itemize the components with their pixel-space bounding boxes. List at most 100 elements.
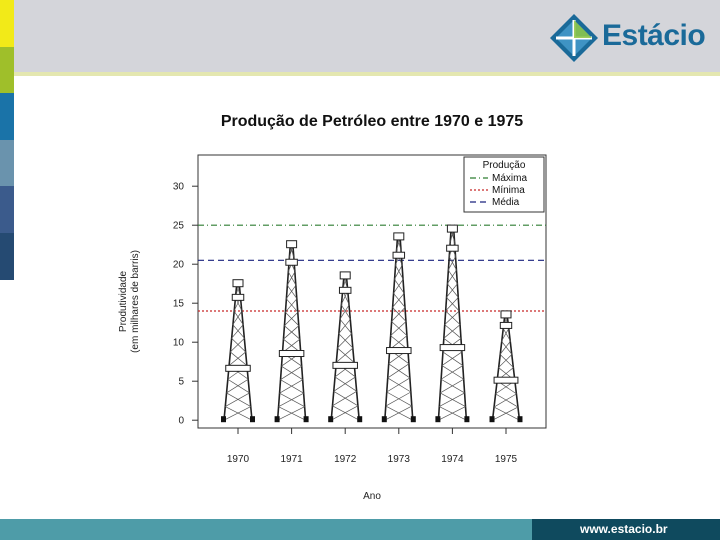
y-axis-label: (em milhares de barris) (130, 250, 141, 353)
derrick-brace (443, 324, 461, 339)
derrick-brace (385, 391, 412, 407)
derrick-crown (339, 271, 351, 280)
legend-label: Média (492, 197, 520, 208)
derrick-foot (328, 416, 334, 423)
derrick-brace (444, 324, 462, 339)
derrick-brace (337, 333, 352, 349)
derrick-platform (225, 364, 251, 372)
derrick-brace (233, 310, 244, 325)
derrick-brace (440, 365, 464, 380)
y-tick-label: 0 (178, 416, 184, 427)
derrick-brace (339, 318, 352, 334)
y-tick-label: 5 (178, 377, 184, 388)
derrick-crown (393, 232, 405, 241)
derrick-platform (338, 286, 352, 294)
derrick-brace (277, 406, 305, 421)
derrick-brace (338, 318, 351, 334)
legend-label: Máxima (492, 173, 527, 184)
side-color-strip (0, 0, 14, 280)
derrick-brace (279, 392, 305, 408)
derrick-foot (464, 416, 470, 423)
derrick-brace (335, 347, 354, 363)
y-tick-label: 15 (173, 299, 185, 310)
derrick-brace (284, 325, 301, 340)
chart-panel: Produção de Petróleo entre 1970 e 1975 0 5… (118, 80, 588, 519)
derrick-brace (388, 363, 411, 379)
derrick-brace (438, 406, 466, 421)
legend-label: Mínima (492, 185, 525, 196)
header-accent-line (0, 72, 720, 76)
derrick-brace (232, 310, 243, 325)
derrick-brace (232, 324, 245, 339)
derrick-brace (441, 351, 463, 366)
derrick-platform (278, 350, 305, 358)
derrick-foot (250, 416, 255, 423)
derrick-brace (391, 307, 406, 322)
derrick-platform (332, 361, 358, 369)
derrick-leg (276, 247, 291, 421)
derrick-brace (391, 321, 408, 336)
derrick-leg (330, 278, 345, 421)
chart-svg: Produção de Petróleo entre 1970 e 1975 0 5… (118, 113, 547, 502)
y-tick-label: 25 (173, 221, 185, 232)
derrick-leg (292, 247, 307, 421)
derrick-brace (285, 298, 299, 313)
derrick-brace (228, 351, 246, 366)
derrick-brace (339, 304, 350, 320)
derrick-brace (278, 392, 304, 408)
derrick-brace (393, 279, 404, 294)
derrick-brace (230, 351, 248, 366)
derrick-brace (334, 376, 357, 392)
derrick-brace (447, 269, 457, 284)
derrick-foot (517, 416, 523, 423)
derrick-brace (442, 351, 464, 366)
derrick-brace (223, 406, 251, 421)
derrick-brace (278, 406, 306, 421)
derrick-brace (387, 377, 412, 393)
derrick-brace (441, 365, 464, 380)
derrick-brace (226, 378, 249, 394)
derrick-crown (232, 279, 244, 288)
derrick-brace (285, 298, 298, 313)
derrick-brace (493, 406, 520, 421)
derrick-brace (332, 391, 357, 407)
strip-block (0, 139, 14, 187)
derrick-brace (338, 333, 354, 349)
derrick-brace (440, 392, 466, 407)
derrick-brace (286, 271, 296, 286)
derrick-brace (394, 264, 403, 280)
derrick-leg (506, 317, 521, 421)
derrick-brace (287, 271, 297, 286)
derrick-brace (280, 365, 302, 380)
derrick-leg (223, 286, 238, 421)
legend-box (463, 156, 545, 213)
derrick-brace (394, 279, 405, 294)
derrick-brace (439, 406, 467, 421)
derrick-brace (448, 256, 457, 271)
derrick-brace (445, 297, 459, 312)
chart-title: Produção de Petróleo entre 1970 e 1975 (221, 113, 523, 130)
derrick-brace (499, 341, 511, 355)
derrick-brace (444, 310, 460, 325)
derrick-leg (453, 232, 468, 421)
derrick-foot (357, 416, 363, 423)
x-tick-label: 1975 (495, 454, 518, 465)
derrick-brace (447, 269, 458, 284)
derrick-brace (390, 321, 407, 336)
derrick-foot (303, 416, 309, 423)
footer-url-link[interactable]: www.estacio.br (580, 522, 668, 536)
derrick-brace (446, 297, 460, 312)
derrick-crown (446, 224, 458, 233)
derrick-foot (435, 416, 441, 423)
derrick-brace (230, 338, 245, 353)
derrick-brace (231, 338, 246, 353)
x-axis-label: Ano (363, 491, 381, 502)
derrick-leg (238, 286, 253, 421)
derrick-brace (333, 391, 359, 407)
derrick-brace (226, 392, 251, 407)
derrick-brace (231, 324, 244, 339)
x-tick-label: 1972 (334, 454, 357, 465)
derrick-brace (386, 391, 413, 407)
derrick-brace (385, 405, 413, 421)
derrick-crown (500, 310, 512, 319)
